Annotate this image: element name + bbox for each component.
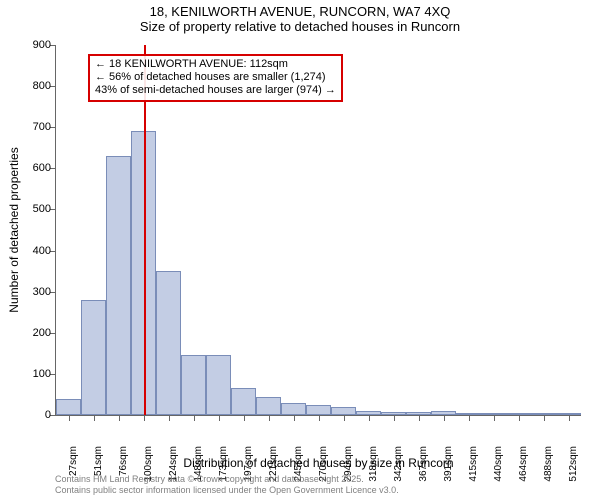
- histogram-bar: [206, 355, 231, 415]
- annotation-line: 43% of semi-detached houses are larger (…: [95, 84, 336, 97]
- y-tick-label: 100: [11, 368, 51, 380]
- x-tick: [194, 415, 195, 421]
- x-tick-label: 415sqm: [468, 446, 479, 482]
- x-tick-label: 464sqm: [518, 446, 529, 482]
- title-block: 18, KENILWORTH AVENUE, RUNCORN, WA7 4XQ …: [0, 0, 600, 34]
- footer-line-2: Contains public sector information licen…: [55, 485, 399, 496]
- y-tick-label: 0: [11, 409, 51, 421]
- x-tick: [369, 415, 370, 421]
- x-tick: [569, 415, 570, 421]
- x-tick: [119, 415, 120, 421]
- footer-text: Contains HM Land Registry data © Crown c…: [55, 474, 399, 496]
- y-tick-label: 200: [11, 327, 51, 339]
- y-tick-label: 300: [11, 286, 51, 298]
- histogram-bar: [256, 397, 281, 416]
- x-tick: [344, 415, 345, 421]
- x-tick: [269, 415, 270, 421]
- x-tick: [544, 415, 545, 421]
- annotation-line: ← 18 KENILWORTH AVENUE: 112sqm: [95, 58, 336, 71]
- x-tick: [219, 415, 220, 421]
- x-tick: [469, 415, 470, 421]
- x-tick: [244, 415, 245, 421]
- y-tick-label: 800: [11, 80, 51, 92]
- y-tick-label: 600: [11, 162, 51, 174]
- x-tick: [519, 415, 520, 421]
- x-tick-label: 51sqm: [93, 446, 104, 476]
- plot-area: Number of detached properties Distributi…: [55, 45, 581, 416]
- y-tick-label: 500: [11, 203, 51, 215]
- title-line-2: Size of property relative to detached ho…: [0, 19, 600, 34]
- x-tick: [394, 415, 395, 421]
- chart-container: 18, KENILWORTH AVENUE, RUNCORN, WA7 4XQ …: [0, 0, 600, 500]
- histogram-bar: [281, 403, 306, 415]
- histogram-bar: [181, 355, 206, 415]
- y-tick-label: 900: [11, 39, 51, 51]
- x-tick-label: 27sqm: [68, 446, 79, 476]
- histogram-bar: [331, 407, 356, 415]
- histogram-bar: [156, 271, 181, 415]
- histogram-bar: [106, 156, 131, 415]
- x-tick-label: 76sqm: [118, 446, 129, 476]
- histogram-bar: [81, 300, 106, 415]
- x-tick: [494, 415, 495, 421]
- annotation-box: ← 18 KENILWORTH AVENUE: 112sqm← 56% of d…: [88, 54, 343, 102]
- x-tick: [444, 415, 445, 421]
- x-tick-label: 440sqm: [493, 446, 504, 482]
- x-tick: [69, 415, 70, 421]
- y-tick-label: 700: [11, 121, 51, 133]
- x-tick-label: 512sqm: [568, 446, 579, 482]
- x-tick: [319, 415, 320, 421]
- annotation-line: ← 56% of detached houses are smaller (1,…: [95, 71, 336, 84]
- x-tick: [419, 415, 420, 421]
- histogram-bar: [56, 399, 81, 415]
- x-tick: [144, 415, 145, 421]
- footer-line-1: Contains HM Land Registry data © Crown c…: [55, 474, 399, 485]
- title-line-1: 18, KENILWORTH AVENUE, RUNCORN, WA7 4XQ: [0, 4, 600, 19]
- x-tick: [169, 415, 170, 421]
- x-tick: [94, 415, 95, 421]
- histogram-bar: [231, 388, 256, 415]
- histogram-bar: [306, 405, 331, 415]
- x-tick-label: 391sqm: [443, 446, 454, 482]
- x-tick-label: 488sqm: [543, 446, 554, 482]
- y-tick-label: 400: [11, 245, 51, 257]
- x-tick-label: 367sqm: [418, 446, 429, 482]
- x-tick: [294, 415, 295, 421]
